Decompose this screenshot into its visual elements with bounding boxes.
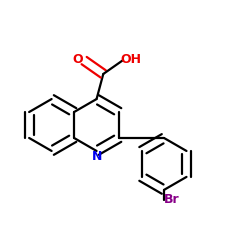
Text: Br: Br bbox=[164, 193, 180, 206]
Text: OH: OH bbox=[120, 53, 141, 66]
Text: N: N bbox=[92, 150, 102, 163]
Text: O: O bbox=[73, 53, 83, 66]
